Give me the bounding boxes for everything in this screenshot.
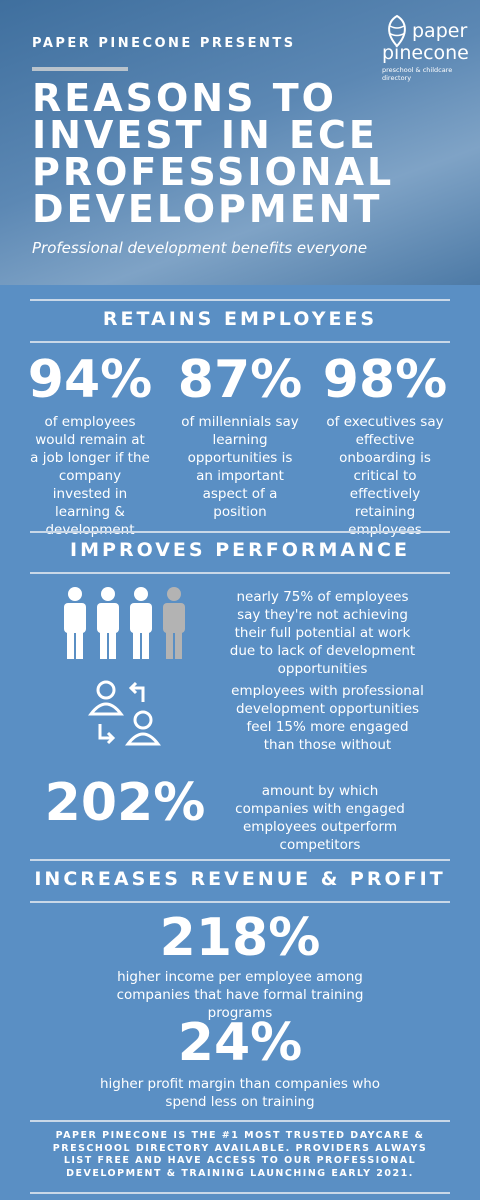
- item-text: amount by which companies with engaged e…: [235, 783, 405, 853]
- rule: [30, 341, 450, 343]
- stat-text: higher profit margin than companies who …: [99, 1076, 381, 1110]
- stat-value: 24%: [177, 1013, 303, 1073]
- title-line: DEVELOPMENT: [32, 187, 383, 231]
- stat-value: 98%: [322, 350, 448, 410]
- subtitle: Professional development benefits everyo…: [32, 239, 368, 257]
- presents: PAPER PINECONE PRESENTS: [32, 36, 296, 51]
- title-line: INVEST IN ECE: [32, 113, 378, 157]
- title-line: REASONS TO: [32, 76, 337, 120]
- stat-value: 202%: [44, 773, 206, 833]
- rule: [30, 1192, 450, 1194]
- stat-value: 87%: [177, 350, 303, 410]
- rule: [30, 859, 450, 861]
- exchange-icon: [88, 680, 162, 746]
- logo-top: paper: [412, 20, 468, 42]
- stat-text: of employees would remain at a job longe…: [30, 414, 150, 538]
- accent-bar: [32, 67, 128, 71]
- header: PAPER PINECONE PRESENTS paper pinecone p…: [0, 0, 480, 285]
- section-heading: RETAINS EMPLOYEES: [102, 308, 378, 330]
- section-heading: INCREASES REVENUE & PROFIT: [34, 868, 446, 890]
- rule: [30, 901, 450, 903]
- rule: [30, 531, 450, 533]
- item-text: employees with professional development …: [231, 683, 424, 753]
- logo-bottom: pinecone: [382, 42, 469, 64]
- item-text: nearly 75% of employees say they're not …: [229, 589, 416, 677]
- logo-tagline: preschool & childcare directory: [382, 66, 453, 82]
- stat-text: of millennials say learning opportunitie…: [181, 414, 299, 520]
- stat-value: 94%: [27, 350, 153, 410]
- stat-value: 218%: [159, 908, 321, 968]
- stat-text: higher income per employee among compani…: [116, 969, 364, 1021]
- title: REASONS TO INVEST IN ECE PROFESSIONAL DE…: [32, 76, 395, 231]
- rule: [30, 1120, 450, 1122]
- rule: [30, 572, 450, 574]
- title-line: PROFESSIONAL: [32, 150, 395, 194]
- people-icon: [64, 587, 185, 659]
- rule: [30, 299, 450, 301]
- section-heading: IMPROVES PERFORMANCE: [70, 539, 410, 561]
- footer: PAPER PINECONE IS THE #1 MOST TRUSTED DA…: [52, 1130, 428, 1179]
- stat-text: of executives say effective onboarding i…: [326, 414, 444, 538]
- logo-icon: [388, 14, 406, 48]
